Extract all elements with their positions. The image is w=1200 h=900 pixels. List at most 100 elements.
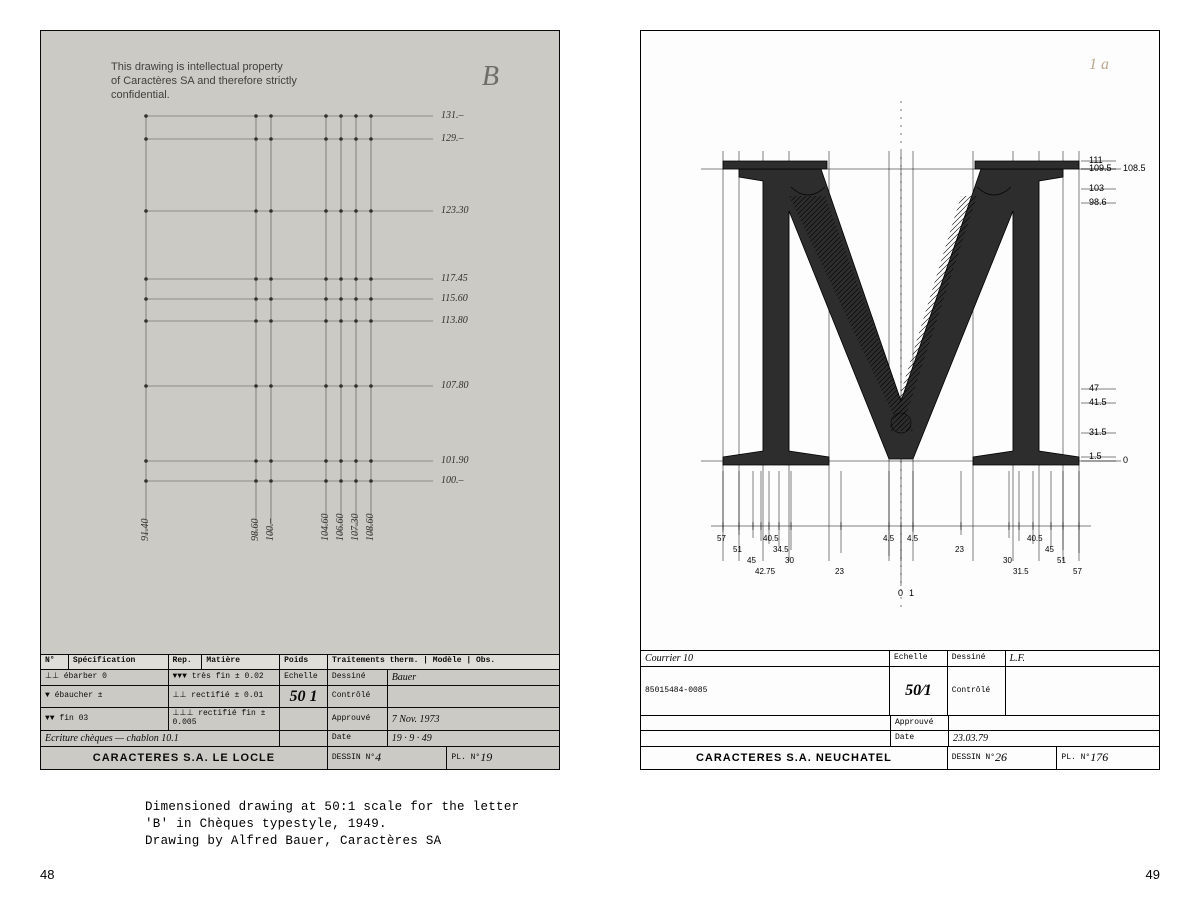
title-block-cell: [1006, 667, 1159, 715]
diagram-svg-right: [641, 31, 1161, 656]
dim-label-h: 115.60: [441, 293, 468, 304]
dim-label-x: 42.75: [755, 567, 775, 576]
title-block-right: Courrier 10EchelleDessinéL.F.85015484-00…: [641, 650, 1159, 769]
title-block-cell: N°: [41, 655, 69, 669]
title-block-cell: ▼▼▼ très fin ± 0.02: [169, 670, 281, 685]
dim-label-x: 30: [1003, 556, 1012, 565]
title-block-cell: Contrôlé: [948, 667, 1006, 715]
dim-label-y: 41.5: [1089, 397, 1107, 407]
title-block-cell: Poids: [280, 655, 328, 669]
dim-label-y: 31.5: [1089, 427, 1107, 437]
title-block-cell: 19 · 9 · 49: [388, 731, 559, 746]
dim-label-v: 104.60: [320, 514, 331, 542]
title-block-cell: Approuvé: [328, 708, 388, 730]
title-block-cell: Date: [891, 731, 949, 746]
title-block-cell: [280, 731, 328, 746]
title-block-cell: CARACTERES S.A. LE LOCLE: [41, 747, 328, 769]
caption-line: Dimensioned drawing at 50:1 scale for th…: [145, 799, 519, 816]
page-left: This drawing is intellectual property of…: [0, 0, 600, 900]
title-block-cell: ⊥⊥ rectifié ± 0.01: [169, 686, 281, 708]
title-block-cell: [949, 716, 1103, 730]
page-right: 1 a 111109.5108.510398.64741.531.51.5057…: [600, 0, 1200, 900]
title-block-cell: Echelle: [890, 651, 948, 666]
title-block-cell: 50⁄1: [890, 667, 948, 715]
dim-label-h: 107.80: [441, 380, 469, 391]
title-block-row: ⊥⊥ ébarber 0▼▼▼ très fin ± 0.02EchelleDe…: [41, 670, 559, 686]
dim-label-v: 91.40: [140, 519, 151, 542]
dim-label-x: 57: [717, 534, 726, 543]
page-number-right: 49: [1146, 867, 1160, 882]
title-block-cell: Spécification: [69, 655, 169, 669]
dim-label-y2: 0: [1123, 455, 1128, 465]
title-block-cell: Dessiné: [328, 670, 388, 685]
title-block-row: ▼▼ fin 03⊥⊥⊥ rectifié fin ± 0.005Approuv…: [41, 708, 559, 731]
caption-line: Drawing by Alfred Bauer, Caractères SA: [145, 833, 519, 850]
title-block-cell: Rep.: [169, 655, 203, 669]
dim-label-x: 45: [1045, 545, 1054, 554]
dim-label-x: 34.5: [773, 545, 789, 554]
title-block-cell: Approuvé: [891, 716, 949, 730]
dim-label-h: 101.90: [441, 455, 469, 466]
title-block-cell: 85015484-0085: [641, 667, 890, 715]
title-block-cell: ⊥⊥ ébarber 0: [41, 670, 169, 685]
center-one: 1: [909, 588, 914, 598]
drawing-area-right: 111109.5108.510398.64741.531.51.50575145…: [641, 31, 1159, 656]
title-block-cell: [641, 731, 891, 746]
dim-label-x: 57: [1073, 567, 1082, 576]
title-block-row: Courrier 10EchelleDessinéL.F.: [641, 651, 1159, 667]
dim-label-y: 98.6: [1089, 197, 1107, 207]
dim-label-x: 51: [1057, 556, 1066, 565]
diagram-svg-left: [41, 31, 561, 656]
title-block-cell: DESSIN N° 26: [948, 747, 1058, 769]
title-block-row: 85015484-008550⁄1Contrôlé: [641, 667, 1159, 716]
title-block-row: Ecriture chèques — chablon 10.1 Date19 · …: [41, 731, 559, 747]
dim-label-h: 113.80: [441, 315, 468, 326]
title-block-cell: Ecriture chèques — chablon 10.1: [41, 731, 280, 746]
title-block-cell: Dessiné: [948, 651, 1006, 666]
title-block-row: ▼ ébaucher ±⊥⊥ rectifié ± 0.0150 1Contrô…: [41, 686, 559, 709]
title-block-left: N°SpécificationRep.MatièrePoidsTraitemen…: [41, 654, 559, 769]
center-zero: 0: [898, 588, 903, 598]
dim-label-y: 103: [1089, 183, 1104, 193]
title-block-row: Date23.03.79: [641, 731, 1159, 747]
title-block-cell: Traitements therm. | Modèle | Obs.: [328, 655, 559, 669]
title-block-cell: [280, 708, 328, 730]
drawing-area-left: 131.–129.–123.30117.45115.60113.80107.80…: [41, 31, 559, 656]
drawing-frame-right: 1 a 111109.5108.510398.64741.531.51.5057…: [640, 30, 1160, 770]
title-block-row: CARACTERES S.A. LE LOCLEDESSIN N° 4PL. N…: [41, 747, 559, 769]
caption-line: 'B' in Chèques typestyle, 1949.: [145, 816, 519, 833]
title-block-cell: ▼▼ fin 03: [41, 708, 169, 730]
title-block-cell: CARACTERES S.A. NEUCHATEL: [641, 747, 948, 769]
title-block-cell: DESSIN N° 4: [328, 747, 448, 769]
title-block-cell: Courrier 10: [641, 651, 890, 666]
dim-label-y: 109.5: [1089, 163, 1112, 173]
title-block-row: N°SpécificationRep.MatièrePoidsTraitemen…: [41, 655, 559, 670]
title-block-row: CARACTERES S.A. NEUCHATELDESSIN N° 26PL.…: [641, 747, 1159, 769]
dim-label-x: 31.5: [1013, 567, 1029, 576]
title-block-cell: Bauer: [388, 670, 559, 685]
dim-label-h: 131.–: [441, 110, 464, 121]
dim-label-v: 100.–: [265, 519, 276, 542]
dim-label-x: 23: [835, 567, 844, 576]
page-number-left: 48: [40, 867, 54, 882]
title-block-cell: 7 Nov. 1973: [388, 708, 559, 730]
title-block-cell: [388, 686, 559, 708]
title-block-cell: Date: [328, 731, 388, 746]
title-block-row: Approuvé: [641, 716, 1159, 731]
dim-label-v: 107.30: [350, 514, 361, 542]
title-block-cell: L.F.: [1006, 651, 1159, 666]
title-block-cell: 50 1: [280, 686, 328, 708]
dim-label-v: 106.60: [335, 514, 346, 542]
title-block-cell: Contrôlé: [328, 686, 388, 708]
title-block-cell: 23.03.79: [949, 731, 1103, 746]
title-block-cell: PL. N° 176: [1057, 747, 1159, 769]
title-block-cell: [641, 716, 891, 730]
title-block-cell: ▼ ébaucher ±: [41, 686, 169, 708]
title-block-cell: PL. N° 19: [447, 747, 559, 769]
dim-label-x: 4.5: [907, 534, 918, 543]
dim-label-x: 30: [785, 556, 794, 565]
dim-label-h: 100.–: [441, 475, 464, 486]
dim-label-x: 40.5: [763, 534, 779, 543]
dim-label-x: 45: [747, 556, 756, 565]
dim-label-y2: 108.5: [1123, 163, 1146, 173]
